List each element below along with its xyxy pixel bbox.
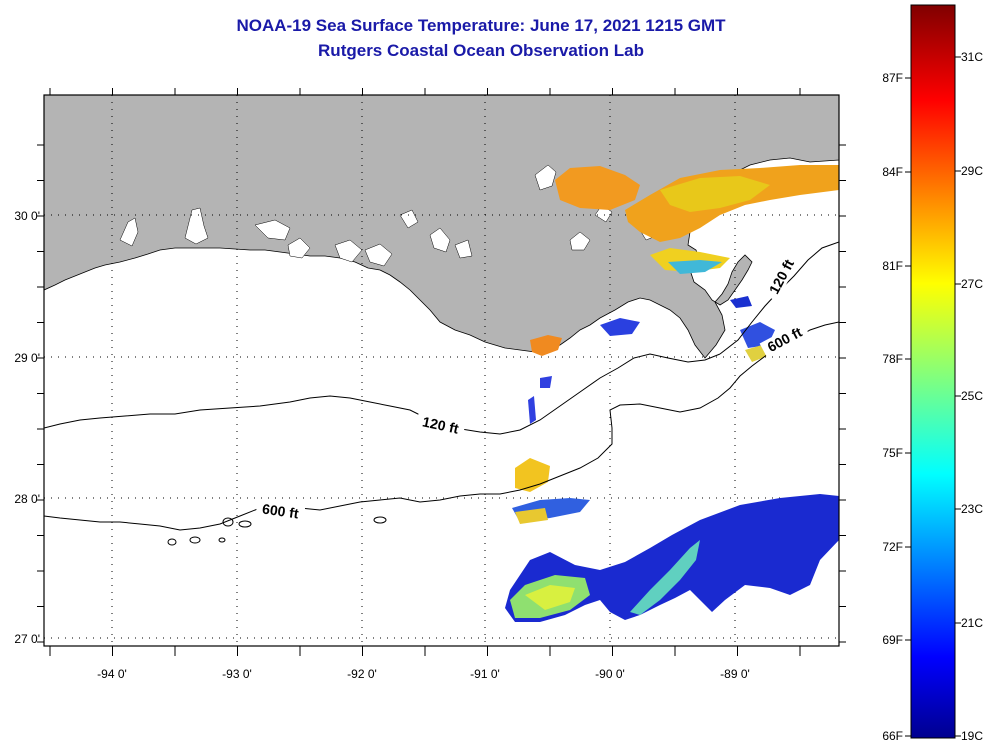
lat-tick-label: 30 0' bbox=[14, 209, 40, 223]
colorbar-label-f: 84F bbox=[882, 165, 903, 179]
contour-label-bg bbox=[255, 499, 306, 523]
sst-patch-cold bbox=[540, 376, 552, 388]
colorbar-label-c: 29C bbox=[961, 164, 983, 178]
colorbar-label-f: 87F bbox=[882, 71, 903, 85]
contour-label-bg bbox=[763, 251, 800, 302]
sst-patch-cool bbox=[668, 260, 722, 274]
sst-patch-cold bbox=[730, 296, 752, 308]
lon-tick-label: -91 0' bbox=[470, 667, 500, 681]
inland-lakes bbox=[119, 164, 657, 267]
lat-tick-label: 28 0' bbox=[14, 492, 40, 506]
sst-patch-mild bbox=[525, 585, 575, 610]
colorbar bbox=[910, 4, 956, 739]
contour-120ft-west bbox=[44, 353, 721, 435]
colorbar-label-c: 27C bbox=[961, 277, 983, 291]
lon-tick-label: -93 0' bbox=[222, 667, 252, 681]
sst-patch-mild bbox=[515, 508, 548, 524]
contour-label: 600 ft bbox=[261, 501, 300, 522]
colorbar-label-c: 31C bbox=[961, 50, 983, 64]
colorbar-label-f: 72F bbox=[882, 540, 903, 554]
lon-tick-label: -89 0' bbox=[720, 667, 750, 681]
map-frame bbox=[43, 94, 840, 647]
contour-label-bg bbox=[759, 321, 810, 358]
map-subtitle: Rutgers Coastal Ocean Observation Lab bbox=[318, 41, 644, 60]
map-title: NOAA-19 Sea Surface Temperature: June 17… bbox=[236, 16, 726, 35]
colorbar-label-c: 19C bbox=[961, 729, 983, 743]
colorbar-label-c: 23C bbox=[961, 502, 983, 516]
contour-label: 120 ft bbox=[421, 413, 460, 436]
contour-label-bg bbox=[415, 412, 466, 438]
contour-600ft-west bbox=[44, 321, 839, 531]
colorbar-label-f: 69F bbox=[882, 633, 903, 647]
colorbar-label-f: 75F bbox=[882, 446, 903, 460]
lon-tick-label: -92 0' bbox=[347, 667, 377, 681]
lon-tick-label: -90 0' bbox=[595, 667, 625, 681]
sst-patch-warm bbox=[555, 166, 640, 210]
sst-patch-cool bbox=[630, 540, 700, 615]
colorbar-label-c: 21C bbox=[961, 616, 983, 630]
sst-patch-warm bbox=[530, 335, 562, 356]
sst-patch-mild bbox=[660, 176, 770, 212]
sst-patch-cold bbox=[528, 396, 536, 424]
colorbar-label-f: 81F bbox=[882, 259, 903, 273]
sst-data-patches bbox=[505, 165, 839, 622]
sst-patch-cold bbox=[600, 318, 640, 336]
lon-tick-label: -94 0' bbox=[97, 667, 127, 681]
colorbar-label-f: 66F bbox=[882, 729, 903, 743]
colorbar-label-f: 78F bbox=[882, 352, 903, 366]
lat-tick-label: 27 0' bbox=[14, 632, 40, 646]
lat-tick-label: 29 0' bbox=[14, 351, 40, 365]
colorbar-label-c: 25C bbox=[961, 389, 983, 403]
